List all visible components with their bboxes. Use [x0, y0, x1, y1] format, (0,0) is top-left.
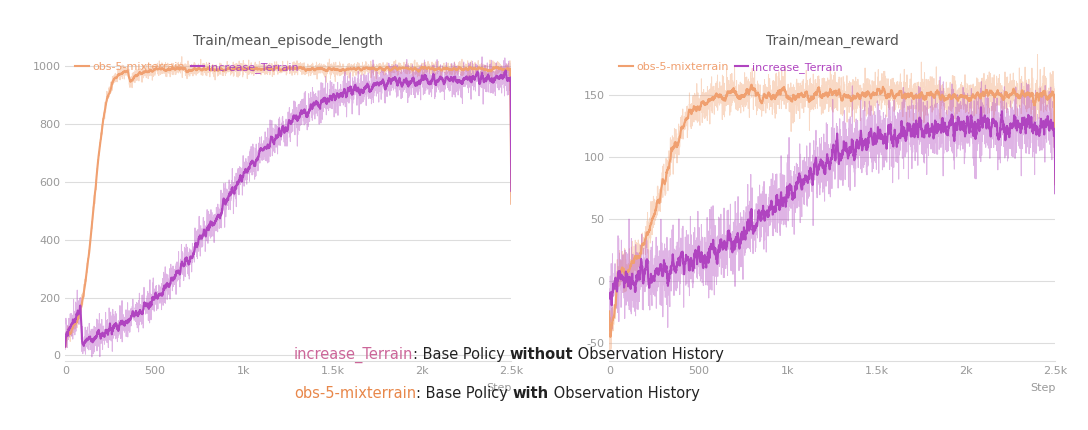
Text: Observation History: Observation History: [548, 386, 700, 401]
Text: Observation History: Observation History: [573, 347, 725, 362]
Text: without: without: [509, 347, 573, 362]
Text: : Base Policy: : Base Policy: [413, 347, 509, 362]
Text: with: with: [512, 386, 548, 401]
Text: : Base Policy: : Base Policy: [416, 386, 512, 401]
Legend: obs-5-mixterrain, increase_Terrain: obs-5-mixterrain, increase_Terrain: [615, 57, 846, 77]
Legend: obs-5-mixterrain, increase_Terrain: obs-5-mixterrain, increase_Terrain: [71, 57, 302, 77]
Title: Train/mean_reward: Train/mean_reward: [766, 34, 899, 48]
Title: Train/mean_episode_length: Train/mean_episode_length: [194, 34, 383, 48]
Text: Step: Step: [1030, 383, 1055, 393]
Text: increase_Terrain: increase_Terrain: [294, 347, 413, 363]
Text: Step: Step: [486, 383, 511, 393]
Text: obs-5-mixterrain: obs-5-mixterrain: [294, 386, 416, 401]
